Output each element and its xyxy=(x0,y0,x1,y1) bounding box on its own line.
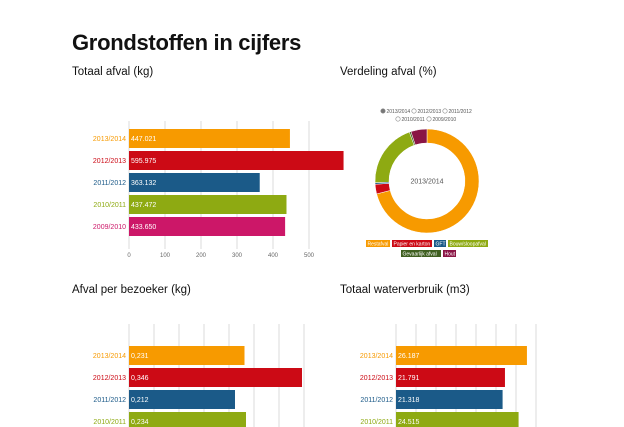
bar-2011-2012 xyxy=(396,390,503,409)
donut-slice-bouw-sloopafval xyxy=(374,131,415,183)
bar-2011-2012 xyxy=(129,173,260,192)
category-label: 2013/2014 xyxy=(360,353,393,360)
chart-title-afval-per-bezoeker: Afval per bezoeker (kg) xyxy=(72,284,191,296)
legend-label: Hout xyxy=(445,251,456,257)
chart-totaal-afval: 2013/2014 447.021 2012/2013 595.975 2011/201… xyxy=(93,121,344,259)
page-title: Grondstoffen in cijfers xyxy=(72,30,302,55)
chart-totaal-waterverbruik: 2013/2014 26.187 2012/2013 21.791 2011/2012 2… xyxy=(360,324,537,427)
category-label: 2009/2010 xyxy=(93,224,126,231)
legend-swatch xyxy=(401,250,441,257)
year-radio-label: 2010/2011 xyxy=(402,117,425,123)
bar-2012-2013 xyxy=(129,151,344,170)
year-radio-label: 2011/2012 xyxy=(449,109,472,115)
chart-title-verdeling-afval: Verdeling afval (%) xyxy=(340,66,437,78)
donut-center-label: 2013/2014 xyxy=(410,179,443,186)
legend-label: Restafval xyxy=(368,241,389,247)
legend-swatch xyxy=(366,240,390,247)
year-radio[interactable] xyxy=(411,108,417,114)
category-label: 2010/2011 xyxy=(93,202,126,209)
bar-2012-2013 xyxy=(129,368,302,387)
year-radio[interactable] xyxy=(380,108,386,114)
chart-verdeling-afval: 2013/2014 2012/2013 2011/2012 2010/2011 2009… xyxy=(366,108,488,257)
value-label: 24.515 xyxy=(398,419,420,426)
value-label: 0,231 xyxy=(131,353,149,360)
tick-label: 500 xyxy=(304,253,315,259)
category-label: 2011/2012 xyxy=(93,397,126,404)
legend-swatch xyxy=(434,240,446,247)
donut-slice-hout xyxy=(410,128,428,146)
tick-label: 400 xyxy=(268,253,279,259)
value-label: 363.132 xyxy=(131,180,156,187)
value-label: 21.791 xyxy=(398,375,420,382)
category-label: 2011/2012 xyxy=(360,397,393,404)
category-label: 2013/2014 xyxy=(93,353,126,360)
value-label: 26.187 xyxy=(398,353,420,360)
tick-label: 300 xyxy=(232,253,243,259)
category-label: 2012/2013 xyxy=(93,158,126,165)
bar-2013-2014 xyxy=(396,346,527,365)
tick-label: 100 xyxy=(160,253,171,259)
bar-2013-2014 xyxy=(129,129,290,148)
value-label: 0,212 xyxy=(131,397,149,404)
category-label: 2012/2013 xyxy=(93,375,126,382)
value-label: 437.472 xyxy=(131,202,156,209)
year-radio-label: 2009/2010 xyxy=(433,117,457,123)
value-label: 21.318 xyxy=(398,397,420,404)
value-label: 595.975 xyxy=(131,158,156,165)
value-label: 433.650 xyxy=(131,224,156,231)
category-label: 2012/2013 xyxy=(360,375,393,382)
legend-label: Gevaarlijk afval xyxy=(403,251,437,257)
year-radio-label: 2012/2013 xyxy=(418,109,442,115)
chart-title-totaal-waterverbruik: Totaal waterverbruik (m3) xyxy=(340,284,470,296)
donut-slice-restafval xyxy=(376,128,480,234)
chart-afval-per-bezoeker: 2013/2014 0,231 2012/2013 0,346 2011/2012 0,2… xyxy=(93,324,305,427)
chart-title-totaal-afval: Totaal afval (kg) xyxy=(72,66,154,78)
year-radio-label: 2013/2014 xyxy=(387,109,411,115)
year-radio[interactable] xyxy=(442,108,448,114)
category-label: 2013/2014 xyxy=(93,136,126,143)
bar-2013-2014 xyxy=(129,346,245,365)
legend-label: GFT xyxy=(436,241,446,247)
value-label: 0,346 xyxy=(131,375,149,382)
year-radio[interactable] xyxy=(426,116,432,122)
legend-swatch xyxy=(448,240,488,247)
tick-label: 0 xyxy=(127,253,131,259)
value-label: 0,234 xyxy=(131,419,149,426)
legend-label: Bouw/sloopafval xyxy=(450,241,486,247)
category-label: 2011/2012 xyxy=(93,180,126,187)
category-label: 2010/2011 xyxy=(93,419,126,426)
bar-2012-2013 xyxy=(396,368,505,387)
bar-2011-2012 xyxy=(129,390,235,409)
bar-2010-2011 xyxy=(129,195,287,214)
tick-label: 200 xyxy=(196,253,207,259)
legend-swatch xyxy=(443,250,456,257)
year-radio[interactable] xyxy=(395,116,401,122)
bar-2010-2011 xyxy=(129,412,246,427)
value-label: 447.021 xyxy=(131,136,156,143)
legend-label: Papier en karton xyxy=(394,241,431,247)
category-label: 2010/2011 xyxy=(360,419,393,426)
bar-2009-2010 xyxy=(129,217,286,236)
bar-2010-2011 xyxy=(396,412,519,427)
legend-swatch xyxy=(392,240,432,247)
